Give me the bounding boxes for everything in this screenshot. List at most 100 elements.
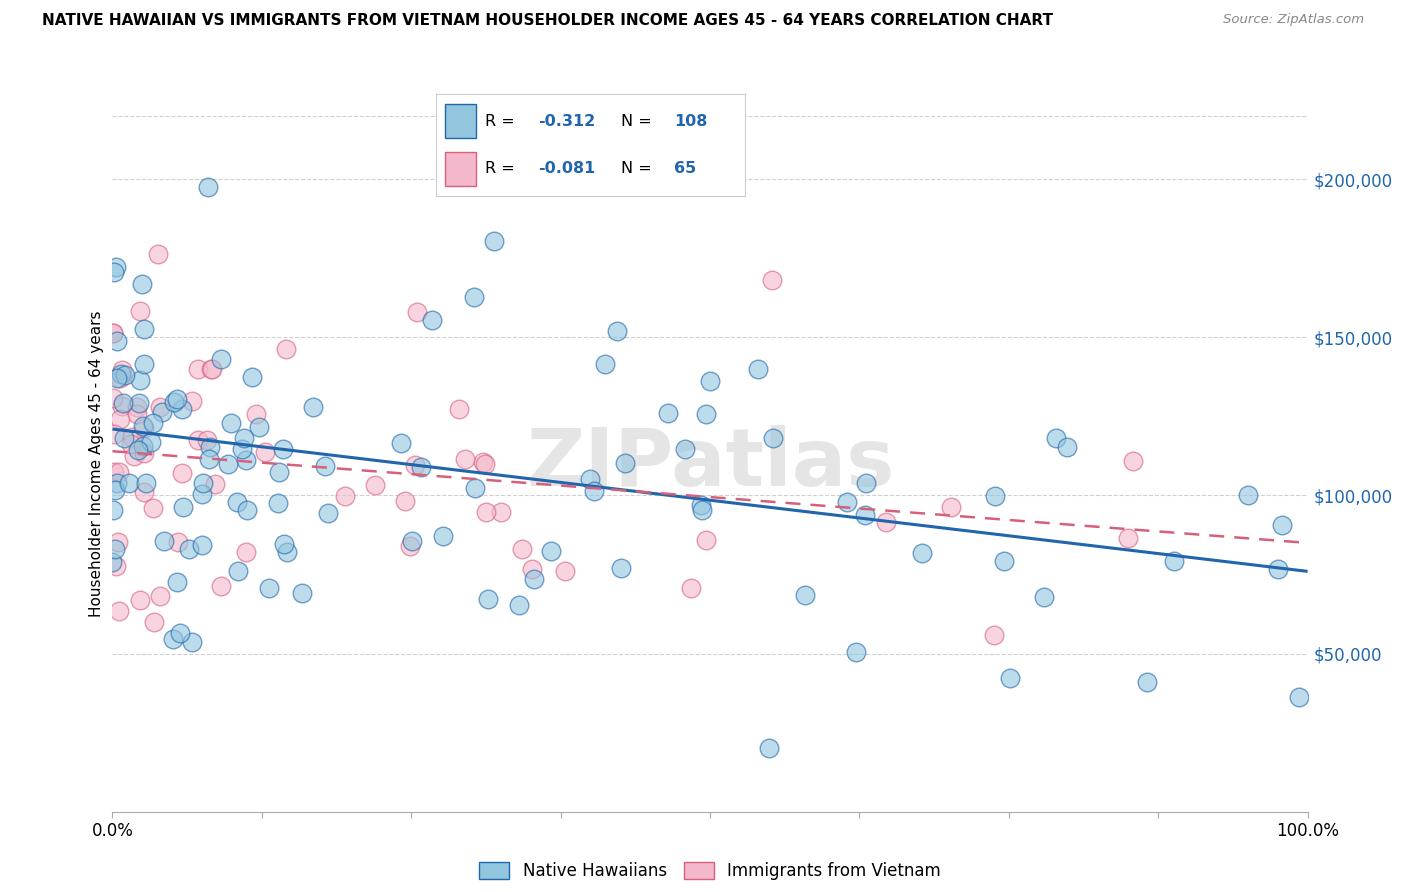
Point [149, 401, 172, 415]
Point [1122, 453, 1144, 467]
Point [253, 445, 276, 459]
Point [105, 260, 128, 274]
Point [475, 505, 498, 519]
Point [101, 391, 124, 405]
Point [401, 534, 423, 549]
Point [520, 562, 543, 576]
Point [197, 451, 219, 466]
Text: -0.081: -0.081 [538, 161, 595, 176]
Point [404, 458, 426, 472]
Point [121, 430, 143, 444]
Point [695, 407, 717, 421]
Point [695, 533, 717, 548]
Point [432, 529, 454, 543]
Point [941, 500, 963, 515]
Point [107, 475, 129, 490]
Point [606, 324, 628, 338]
Point [508, 598, 530, 612]
Point [983, 628, 1005, 642]
Point [114, 368, 136, 382]
Point [200, 362, 222, 376]
Point [103, 326, 125, 341]
Point [845, 645, 868, 659]
Point [398, 540, 420, 554]
Point [204, 476, 226, 491]
Y-axis label: Householder Income Ages 45 - 64 years: Householder Income Ages 45 - 64 years [89, 310, 104, 617]
Point [406, 305, 429, 319]
Point [111, 363, 134, 377]
Point [127, 442, 149, 457]
Point [120, 437, 142, 451]
Point [1045, 431, 1067, 445]
Point [166, 575, 188, 590]
Point [510, 541, 533, 556]
Point [245, 407, 267, 421]
Point [673, 442, 696, 457]
Point [391, 436, 413, 450]
Point [540, 544, 562, 558]
Point [614, 456, 637, 470]
Point [132, 418, 155, 433]
Point [180, 635, 202, 649]
Text: R =: R = [485, 114, 520, 128]
Point [209, 578, 232, 592]
Text: 108: 108 [673, 114, 707, 128]
Point [122, 449, 145, 463]
Point [463, 290, 485, 304]
Point [758, 741, 780, 756]
Point [276, 545, 298, 559]
Point [911, 546, 934, 560]
Point [197, 180, 219, 194]
Point [103, 265, 125, 279]
Point [111, 399, 134, 413]
Point [108, 466, 131, 480]
Text: N =: N = [621, 114, 658, 128]
Point [1237, 487, 1260, 501]
Point [132, 358, 155, 372]
Point [837, 495, 859, 509]
Point [129, 304, 152, 318]
Point [103, 326, 125, 340]
Point [482, 234, 505, 248]
Point [101, 555, 124, 569]
Point [290, 586, 312, 600]
Point [690, 503, 713, 517]
Point [699, 374, 721, 388]
Point [167, 535, 190, 549]
Point [1271, 518, 1294, 533]
Point [107, 535, 129, 549]
Point [454, 452, 477, 467]
Point [761, 273, 783, 287]
Point [983, 489, 1005, 503]
Point [103, 465, 125, 479]
Point [273, 537, 295, 551]
Point [335, 489, 357, 503]
Text: 65: 65 [673, 161, 696, 176]
Point [225, 495, 247, 509]
Point [235, 545, 257, 559]
Point [853, 508, 876, 523]
Point [105, 334, 128, 348]
Point [1032, 590, 1054, 604]
Point [411, 460, 433, 475]
Point [1118, 531, 1140, 545]
Point [267, 465, 290, 479]
Point [187, 361, 209, 376]
Point [128, 396, 150, 410]
Point [142, 416, 165, 430]
Point [118, 476, 141, 491]
Point [172, 500, 194, 514]
Point [201, 362, 224, 376]
Point [247, 420, 270, 434]
Point [193, 475, 215, 490]
Point [150, 405, 173, 419]
Point [101, 502, 124, 516]
Point [794, 589, 817, 603]
Point [181, 393, 204, 408]
Point [198, 440, 221, 454]
Point [583, 483, 606, 498]
Point [169, 626, 191, 640]
Point [364, 478, 387, 492]
Point [235, 453, 257, 467]
Point [474, 457, 496, 471]
